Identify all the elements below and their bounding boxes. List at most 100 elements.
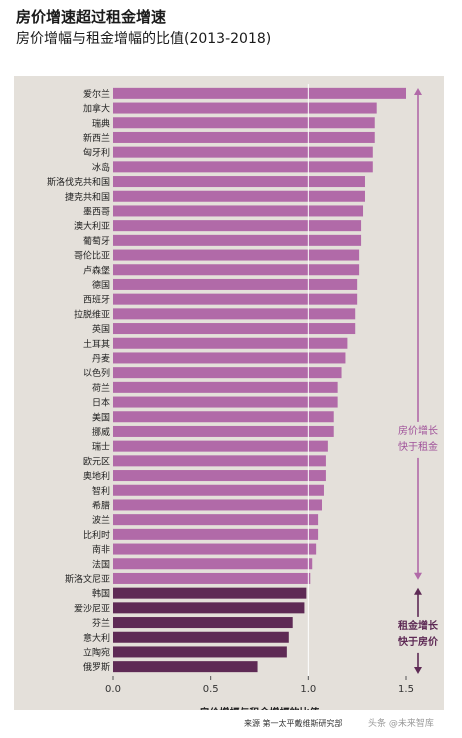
category-label: 澳大利亚 [74, 220, 110, 232]
bar [113, 543, 317, 555]
category-label: 加拿大 [83, 103, 110, 115]
category-label: 冰岛 [92, 161, 110, 173]
lower-annotation-line1: 租金增长 [398, 619, 439, 632]
category-label: 西班牙 [83, 294, 110, 306]
category-label: 希腊 [92, 499, 110, 511]
bar [113, 455, 326, 467]
category-label: 瑞典 [92, 117, 110, 129]
bar [113, 146, 373, 158]
arrow-head-icon [414, 572, 422, 580]
category-label: 丹麦 [92, 352, 110, 364]
category-label: 哥伦比亚 [74, 250, 110, 262]
category-label: 南非 [92, 544, 110, 556]
bar [113, 102, 377, 114]
category-label: 韩国 [92, 588, 110, 600]
bar [113, 367, 342, 379]
bar [113, 176, 365, 188]
category-label: 爱尔兰 [83, 88, 110, 100]
category-label: 智利 [92, 485, 110, 497]
bar [113, 396, 338, 408]
category-label: 芬兰 [92, 617, 110, 629]
bar-chart: 爱尔兰加拿大瑞典新西兰匈牙利冰岛斯洛伐克共和国捷克共和国墨西哥澳大利亚葡萄牙哥伦… [47, 84, 446, 719]
category-label: 法国 [92, 558, 110, 570]
upper-annotation-line2: 快于租金 [398, 440, 438, 453]
chart-title: 房价增速超过租金增速 [16, 8, 167, 26]
bar [113, 514, 319, 526]
bar [113, 131, 375, 143]
category-label: 挪威 [92, 426, 110, 438]
bar [113, 528, 319, 540]
bar [113, 337, 348, 349]
category-label: 爱沙尼亚 [74, 603, 110, 614]
bar [113, 249, 360, 261]
lower-annotation-line2: 快于房价 [397, 635, 439, 648]
category-label: 立陶宛 [83, 646, 110, 658]
bar [113, 631, 289, 643]
bar [113, 278, 358, 290]
category-label: 俄罗斯 [83, 661, 110, 673]
bar [113, 617, 293, 629]
category-label: 德国 [92, 279, 110, 291]
bar [113, 381, 338, 393]
category-label: 日本 [92, 397, 110, 409]
source-note: 来源 第一太平戴维斯研究部 [244, 719, 343, 728]
watermark: 头条 @未来智库 [368, 719, 434, 729]
category-label: 拉脱维亚 [74, 308, 110, 320]
chart-subtitle: 房价增幅与租金增幅的比值(2013-2018) [16, 31, 272, 47]
annotation-bg [390, 616, 446, 653]
x-tick-label: 0.5 [203, 684, 219, 695]
bar [113, 352, 346, 364]
category-label: 土耳其 [83, 338, 110, 350]
bar [113, 646, 287, 658]
category-label: 欧元区 [83, 455, 110, 467]
category-label: 英国 [92, 323, 110, 335]
category-label: 以色列 [83, 367, 110, 379]
category-label: 美国 [92, 411, 110, 423]
x-tick-label: 1.5 [398, 684, 414, 695]
arrow-head-icon [414, 587, 422, 595]
bar [113, 558, 313, 570]
category-label: 荷兰 [92, 382, 110, 394]
category-label: 卢森堡 [83, 264, 110, 276]
annotation-bg [390, 421, 446, 458]
category-label: 墨西哥 [83, 206, 110, 217]
category-label: 比利时 [83, 529, 110, 541]
bar [113, 602, 305, 614]
upper-annotation-line1: 房价增长 [398, 424, 438, 437]
bar [113, 264, 360, 276]
bar [113, 205, 364, 217]
x-axis-title: 房价增幅与租金增幅的比值 [200, 706, 320, 710]
category-label: 葡萄牙 [83, 235, 110, 247]
bar [113, 484, 324, 496]
bar [113, 293, 358, 305]
category-label: 斯洛文尼亚 [65, 573, 110, 585]
bar [113, 587, 307, 599]
bar [113, 661, 258, 673]
arrow-head-icon [414, 88, 422, 95]
category-label: 斯洛伐克共和国 [47, 176, 110, 188]
bar [113, 161, 373, 173]
bar [113, 470, 326, 482]
bar [113, 308, 356, 320]
category-label: 奥地利 [83, 470, 110, 482]
bar [113, 323, 356, 335]
x-tick-label: 1.0 [300, 684, 316, 695]
category-label: 瑞士 [92, 441, 110, 453]
category-label: 新西兰 [83, 132, 110, 144]
category-label: 意大利 [83, 632, 110, 644]
bar [113, 499, 323, 511]
bar [113, 234, 362, 246]
x-tick-label: 0.0 [105, 684, 121, 695]
bar [113, 117, 375, 129]
category-label: 波兰 [92, 514, 110, 526]
bar [113, 190, 365, 202]
category-label: 匈牙利 [83, 147, 110, 159]
bar [113, 87, 406, 99]
bar [113, 220, 362, 232]
chart-panel: 爱尔兰加拿大瑞典新西兰匈牙利冰岛斯洛伐克共和国捷克共和国墨西哥澳大利亚葡萄牙哥伦… [14, 76, 446, 719]
category-label: 捷克共和国 [65, 191, 110, 203]
bar [113, 425, 334, 437]
bar [113, 572, 311, 584]
bar [113, 440, 328, 452]
bar [113, 411, 334, 423]
